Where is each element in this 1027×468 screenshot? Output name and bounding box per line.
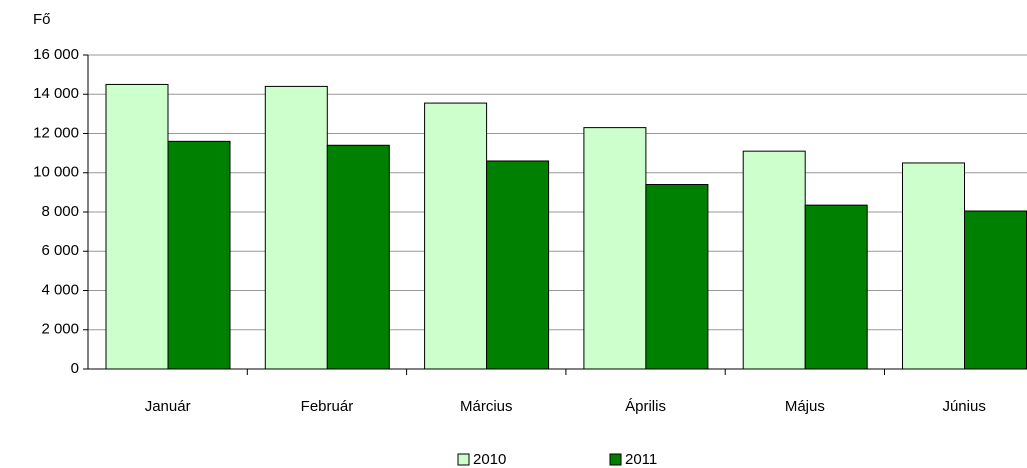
y-tick-label: 12 000 bbox=[33, 124, 79, 141]
x-tick-label: Június bbox=[942, 398, 985, 415]
y-tick-label: 0 bbox=[71, 360, 79, 377]
bar bbox=[804, 204, 868, 370]
y-tick-label: 4 000 bbox=[41, 281, 79, 298]
x-tick-label: Január bbox=[145, 398, 191, 415]
y-tick-label: 14 000 bbox=[33, 85, 79, 102]
y-tick-label: 8 000 bbox=[41, 203, 79, 220]
bar bbox=[424, 102, 488, 370]
x-tick-label: Február bbox=[301, 398, 354, 415]
bar bbox=[902, 162, 965, 370]
legend-label: 2010 bbox=[473, 451, 506, 468]
y-tick-label: 6 000 bbox=[41, 242, 79, 259]
bar bbox=[486, 160, 550, 370]
legend-label: 2011 bbox=[625, 451, 657, 468]
bar bbox=[326, 144, 390, 370]
bar bbox=[964, 210, 1027, 370]
y-tick-label: 2 000 bbox=[41, 321, 79, 338]
x-tick-label: Március bbox=[460, 398, 513, 415]
bar bbox=[583, 127, 647, 370]
bar bbox=[264, 85, 328, 370]
x-tick-label: Május bbox=[785, 398, 825, 415]
bar bbox=[645, 184, 709, 370]
legend-swatch bbox=[609, 453, 622, 466]
x-tick-label: Április bbox=[625, 398, 666, 415]
bar bbox=[105, 83, 169, 370]
legend-swatch bbox=[457, 453, 470, 466]
bar bbox=[167, 140, 231, 370]
y-tick-label: 16 000 bbox=[33, 46, 79, 63]
y-axis-label: Fő bbox=[33, 11, 51, 28]
y-tick-label: 10 000 bbox=[33, 164, 79, 181]
bar bbox=[742, 150, 806, 370]
